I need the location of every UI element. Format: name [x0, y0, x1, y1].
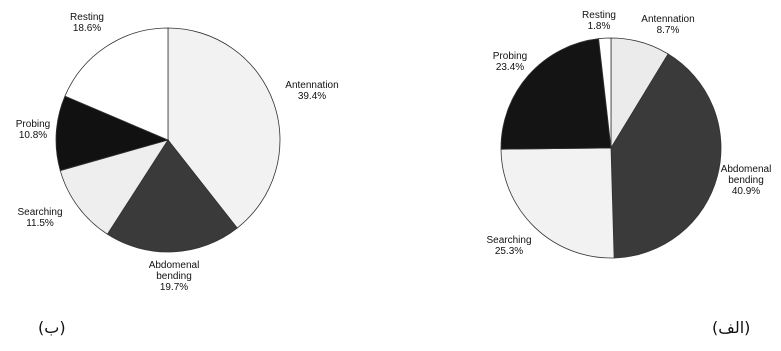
slice-label-probing: Probing	[16, 119, 50, 130]
pie-slice-abdomenal-bending	[610, 53, 722, 259]
slice-value-searching: 11.5%	[26, 218, 54, 229]
slice-label-antennation: Antennation	[641, 14, 694, 25]
pie-slice-probing	[55, 95, 170, 172]
slice-value-abdomenal-bending: 40.9%	[732, 186, 760, 197]
pie-slice-abdomenal-bending	[106, 139, 238, 253]
pie-slice-probing	[500, 38, 612, 150]
pie-slice-searching	[500, 147, 615, 259]
slice-label-resting: Resting	[582, 10, 616, 21]
slice-value-antennation: 39.4%	[298, 91, 326, 102]
pie-slice-resting	[598, 37, 612, 149]
slice-label-abdomenal-bending: bending	[728, 175, 764, 186]
slice-label-probing: Probing	[493, 51, 527, 62]
caption-right: (الف)	[712, 318, 751, 337]
slice-value-resting: 1.8%	[588, 21, 611, 32]
slice-label-antennation: Antennation	[285, 80, 338, 91]
caption-left: (ب)	[38, 318, 66, 337]
slice-value-antennation: 8.7%	[657, 25, 680, 36]
pie-slice-resting	[64, 27, 169, 141]
slice-value-resting: 18.6%	[73, 23, 101, 34]
pie-slice-antennation	[167, 27, 281, 229]
slice-value-probing: 10.8%	[19, 130, 47, 141]
slice-value-searching: 25.3%	[495, 246, 523, 257]
slice-value-abdomenal-bending: 19.7%	[160, 282, 188, 293]
slice-label-abdomenal-bending: Abdomenal	[149, 260, 200, 271]
slice-label-abdomenal-bending: Abdomenal	[721, 164, 772, 175]
slice-label-resting: Resting	[70, 12, 104, 23]
slice-label-abdomenal-bending: bending	[156, 271, 192, 282]
pie-slice-searching	[59, 139, 169, 235]
slice-label-searching: Searching	[17, 207, 62, 218]
slice-value-probing: 23.4%	[496, 62, 524, 73]
slice-label-searching: Searching	[486, 235, 531, 246]
